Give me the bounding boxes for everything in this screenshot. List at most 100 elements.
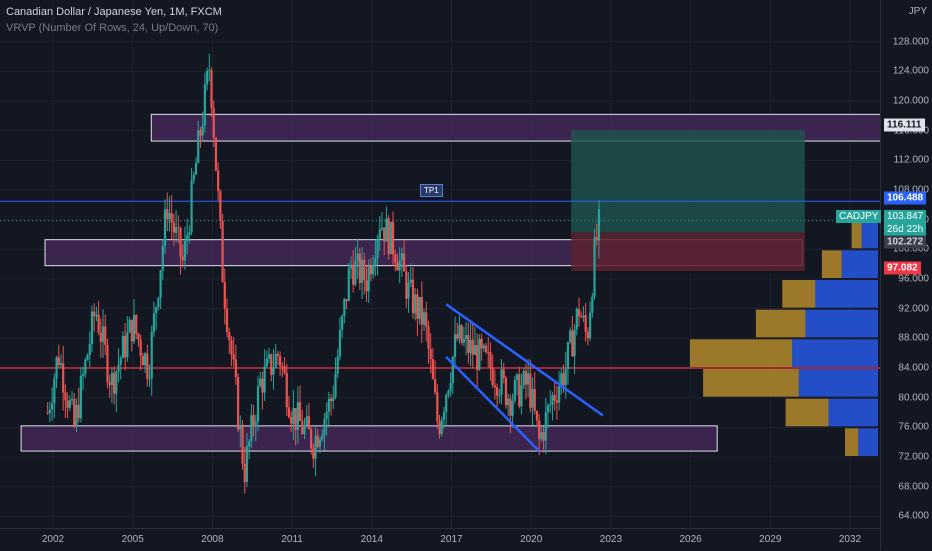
candle-body (59, 363, 63, 366)
candle-body (431, 359, 435, 379)
candle-body (79, 376, 82, 419)
candle-body (146, 353, 149, 379)
channel-line (445, 303, 604, 417)
descending-channel[interactable] (445, 303, 604, 452)
channel-line (445, 355, 541, 452)
indicator-legend[interactable]: VRVP (Number Of Rows, 24, Up/Down, 70) (6, 22, 219, 34)
candle-body (73, 399, 76, 426)
candle-body (88, 344, 91, 356)
candle-body (329, 398, 333, 402)
candle-body (458, 325, 461, 339)
candle-body (515, 374, 519, 380)
candle-body (48, 409, 52, 413)
candle-body (524, 371, 527, 385)
candle-body (223, 282, 226, 309)
candle-body (276, 353, 280, 356)
candle-body (168, 213, 171, 219)
candle-body (354, 261, 357, 285)
vp-row-down (755, 309, 806, 338)
candle-body (349, 264, 353, 269)
candle-body (449, 383, 452, 391)
candle-body (219, 191, 222, 222)
vp-row-down (689, 339, 793, 367)
vp-row-down (703, 369, 799, 397)
candle-body (343, 299, 346, 317)
candle-body (163, 209, 167, 246)
candle-body (287, 407, 291, 418)
candle-body (389, 221, 392, 255)
volume-profile (689, 220, 878, 456)
candle-body (99, 332, 102, 342)
candle-body (562, 373, 565, 386)
candle-body (303, 424, 306, 434)
candle-body (447, 390, 450, 396)
vp-row-up (841, 250, 878, 278)
candle-body (51, 403, 54, 410)
tp1-label[interactable]: TP1 (420, 184, 443, 197)
candle-body (442, 412, 446, 420)
candle-body (338, 330, 342, 357)
candle-body (274, 353, 277, 368)
candle-body (124, 336, 127, 358)
price-tick-label: 72.000 (898, 451, 929, 463)
candle-body (398, 260, 401, 271)
candle-body (445, 395, 448, 413)
candle-body (279, 355, 282, 367)
candle-body (546, 405, 550, 413)
candle-body (509, 398, 512, 416)
candle-body (254, 421, 257, 427)
candle-body (482, 345, 485, 349)
candle-body (256, 386, 260, 422)
price-axis[interactable]: JPY 128.000124.000120.000116.000112.0001… (880, 0, 932, 550)
candle-body (396, 262, 399, 271)
candle-body (128, 319, 131, 333)
time-axis[interactable]: 2002 2005 2008 2011 2014 2017 2020 2023 2026 2029… (0, 528, 880, 551)
candle-body (500, 369, 503, 395)
candle-body (46, 412, 49, 414)
candle-body (265, 358, 268, 367)
candle-body (597, 208, 601, 241)
candle-body (387, 218, 390, 255)
candle-body (172, 222, 175, 233)
time-tick-label: 2029 (759, 534, 782, 545)
candle-body (203, 84, 206, 126)
candle-body (292, 408, 295, 424)
candle-body (157, 298, 160, 308)
candle-body (522, 371, 525, 386)
candle-body (194, 162, 198, 175)
candle-body (484, 345, 488, 352)
candle-body (588, 312, 592, 339)
vp-row-down (845, 428, 859, 456)
candle-body (183, 241, 187, 261)
candle-body (496, 387, 499, 396)
candle-body (372, 264, 375, 275)
candle-body (148, 378, 151, 380)
candle-body (407, 282, 410, 299)
loss-zone (571, 232, 805, 271)
long-position-tool[interactable] (571, 129, 805, 271)
candle-body (230, 340, 233, 355)
symbol-tag: CADJPY (836, 210, 882, 223)
candle-body (504, 378, 508, 406)
candle-body (181, 256, 184, 261)
candle-body (493, 385, 496, 388)
candle-body (394, 254, 397, 263)
candle-body (82, 374, 85, 377)
candle-body (221, 221, 224, 283)
last-price-tag: 103.847 (884, 210, 927, 223)
candle-body (75, 404, 78, 426)
candle-body (460, 325, 463, 343)
price-tick-label: 84.000 (898, 362, 929, 374)
profit-zone (571, 129, 805, 233)
time-tick-label: 2026 (679, 534, 702, 545)
chart-title[interactable]: Canadian Dollar / Japanese Yen, 1M, FXCM (6, 6, 222, 18)
candle-body (101, 326, 105, 342)
chart-canvas[interactable] (0, 0, 880, 528)
candle-body (533, 389, 536, 411)
candle-body (551, 395, 554, 405)
candle-body (507, 398, 510, 406)
sr-zone (20, 425, 718, 452)
candle-body (283, 366, 286, 373)
candle-body (132, 314, 136, 342)
candle-body (376, 238, 379, 258)
